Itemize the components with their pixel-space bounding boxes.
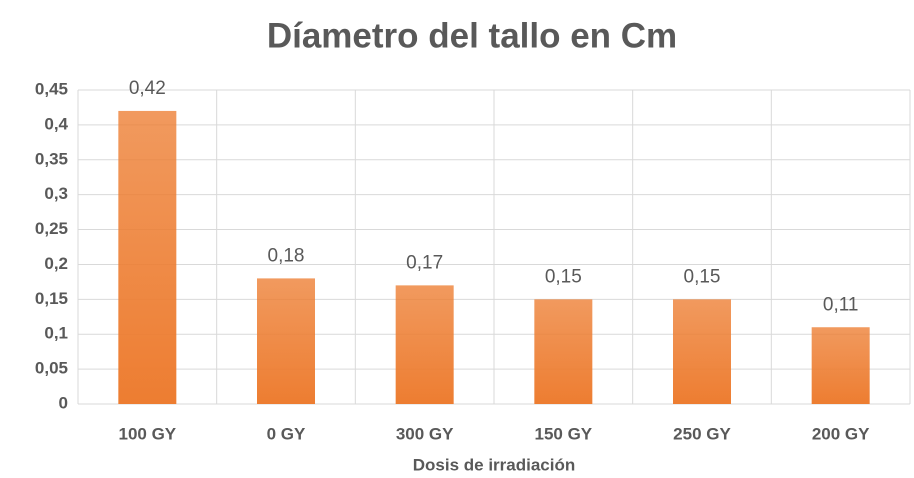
x-tick-label: 300 GY [396, 424, 454, 443]
y-tick-label: 0,05 [35, 359, 68, 378]
data-label: 0,15 [545, 266, 582, 287]
x-axis-title: Dosis de irradiación [413, 455, 576, 474]
data-label: 0,15 [684, 266, 721, 287]
y-tick-label: 0,4 [44, 114, 68, 133]
x-tick-label: 250 GY [673, 424, 731, 443]
bar [811, 327, 870, 404]
bar [395, 285, 454, 404]
y-tick-label: 0,45 [35, 79, 68, 98]
y-tick-label: 0,1 [44, 324, 68, 343]
bar [118, 110, 177, 404]
bar [534, 299, 593, 404]
y-tick-label: 0,25 [35, 219, 68, 238]
y-tick-label: 0,2 [44, 254, 68, 273]
data-label: 0,17 [406, 252, 443, 273]
y-tick-label: 0,15 [35, 289, 68, 308]
y-tick-label: 0,3 [44, 184, 68, 203]
x-tick-label: 200 GY [812, 424, 870, 443]
data-label: 0,18 [268, 245, 305, 266]
data-label: 0,42 [129, 78, 166, 99]
bar [673, 299, 731, 404]
x-tick-label: 100 GY [119, 424, 177, 443]
data-label: 0,11 [823, 294, 859, 315]
y-tick-label: 0 [59, 393, 68, 412]
chart-title: Díametro del tallo en Cm [267, 16, 677, 55]
x-tick-label: 150 GY [535, 424, 593, 443]
y-tick-label: 0,35 [35, 149, 68, 168]
x-tick-label: 0 GY [267, 424, 306, 443]
bar [257, 278, 315, 404]
